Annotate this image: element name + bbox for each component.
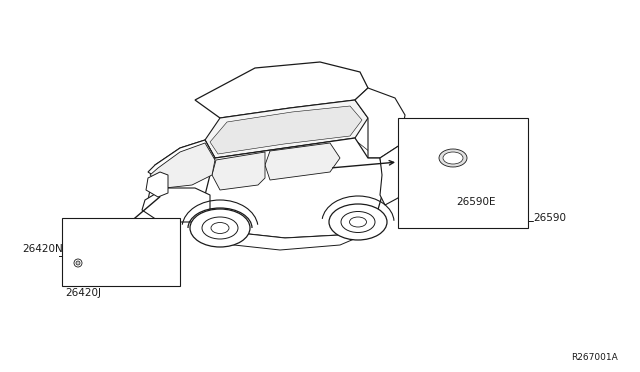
Polygon shape: [146, 172, 168, 197]
Polygon shape: [212, 152, 265, 190]
Polygon shape: [200, 220, 380, 250]
Polygon shape: [72, 228, 164, 270]
Polygon shape: [479, 152, 487, 164]
Ellipse shape: [341, 212, 375, 232]
Polygon shape: [265, 143, 340, 180]
Circle shape: [76, 261, 80, 265]
Bar: [62, 218, 180, 286]
Bar: [398, 118, 528, 228]
Polygon shape: [74, 228, 162, 238]
Polygon shape: [195, 62, 368, 118]
Polygon shape: [142, 188, 210, 222]
Polygon shape: [148, 140, 215, 218]
Polygon shape: [210, 106, 362, 154]
Polygon shape: [205, 138, 385, 238]
Polygon shape: [205, 100, 368, 158]
Polygon shape: [380, 145, 410, 205]
Text: 26420N: 26420N: [22, 244, 63, 254]
Ellipse shape: [329, 204, 387, 240]
Circle shape: [74, 259, 82, 267]
Polygon shape: [419, 152, 427, 164]
Polygon shape: [438, 180, 454, 208]
Text: R267001A: R267001A: [572, 353, 618, 362]
Text: 26590: 26590: [533, 213, 566, 223]
Text: 26590E: 26590E: [456, 197, 495, 207]
Polygon shape: [70, 254, 84, 272]
Ellipse shape: [443, 152, 463, 164]
Polygon shape: [148, 140, 215, 185]
Polygon shape: [355, 88, 405, 158]
Polygon shape: [150, 143, 215, 188]
Ellipse shape: [349, 217, 367, 227]
Ellipse shape: [211, 222, 229, 234]
Ellipse shape: [190, 209, 250, 247]
Ellipse shape: [202, 217, 238, 239]
Polygon shape: [427, 142, 479, 172]
Text: 26420J: 26420J: [65, 288, 101, 298]
Ellipse shape: [439, 149, 467, 167]
